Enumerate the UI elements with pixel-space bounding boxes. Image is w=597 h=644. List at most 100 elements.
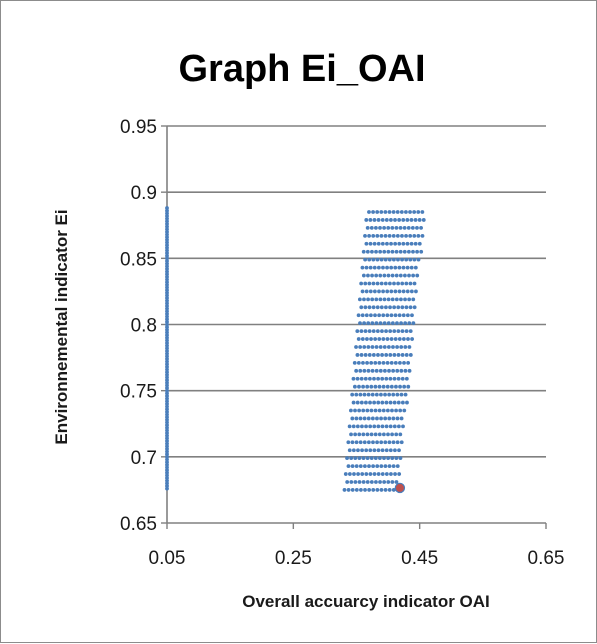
data-point (390, 480, 395, 484)
data-point (387, 210, 392, 214)
data-point (165, 327, 169, 332)
data-point (394, 384, 398, 389)
data-point (380, 353, 384, 357)
data-point (385, 384, 390, 389)
data-point (415, 273, 420, 278)
data-point (356, 360, 361, 365)
data-point (406, 226, 411, 230)
data-point (369, 226, 374, 230)
data-point (372, 265, 377, 270)
data-point (389, 337, 394, 341)
data-point (363, 464, 367, 468)
data-point (409, 218, 414, 222)
data-point (165, 372, 169, 377)
data-point (363, 257, 368, 262)
data-point (165, 232, 169, 237)
data-point (397, 337, 402, 341)
data-point (377, 337, 382, 341)
data-point (165, 375, 169, 380)
data-point (343, 472, 348, 476)
data-point (165, 409, 169, 414)
data-point (375, 233, 380, 238)
data-point (420, 233, 425, 238)
data-point (406, 360, 411, 365)
data-point (419, 249, 424, 254)
data-point (165, 264, 169, 269)
data-point (165, 235, 169, 240)
data-point (398, 384, 402, 389)
data-point (383, 233, 388, 238)
data-point (378, 297, 383, 302)
data-point (379, 305, 384, 310)
data-point (358, 321, 362, 326)
data-point (411, 321, 416, 326)
data-point (403, 273, 407, 278)
data-point (165, 402, 169, 406)
data-point (364, 424, 368, 429)
data-point (401, 313, 406, 318)
data-point (382, 321, 387, 326)
data-point (165, 439, 169, 443)
data-point (377, 289, 381, 294)
data-point (372, 289, 377, 294)
data-point (381, 265, 385, 270)
data-point (165, 415, 169, 420)
data-point (381, 337, 386, 341)
data-point (165, 386, 169, 390)
data-point (407, 368, 412, 373)
data-point (399, 210, 404, 214)
data-point (381, 384, 386, 389)
data-point (395, 464, 400, 468)
data-point (390, 432, 394, 437)
x-tick-labels: 0.05 0.25 0.45 0.65 (149, 548, 565, 569)
data-point (357, 297, 362, 302)
data-point (370, 368, 375, 373)
data-point (355, 329, 360, 334)
data-point (353, 408, 357, 413)
data-points (165, 206, 426, 492)
data-point (369, 408, 374, 413)
data-point (406, 249, 411, 254)
data-point (391, 416, 396, 421)
y-axis-label: Environnemental indicator Ei (52, 209, 71, 444)
data-point (367, 233, 371, 238)
data-point (417, 241, 422, 246)
data-point (165, 367, 169, 372)
data-point (398, 273, 403, 278)
chart-title: Graph Ei_OAI (178, 48, 425, 90)
data-point (369, 456, 374, 461)
data-point (391, 368, 396, 373)
data-point (365, 432, 370, 437)
data-point (165, 484, 169, 488)
data-point (373, 360, 378, 365)
data-point (351, 448, 356, 453)
data-point (165, 473, 169, 478)
data-point (363, 353, 368, 357)
data-point (359, 400, 364, 405)
data-point (390, 249, 395, 254)
data-point (368, 289, 373, 294)
data-point (165, 267, 169, 271)
data-point (392, 305, 397, 310)
data-point (401, 241, 406, 246)
data-point (365, 226, 370, 230)
data-point (165, 306, 169, 311)
data-point (379, 416, 383, 421)
data-point (165, 378, 169, 382)
data-point (165, 253, 169, 258)
data-point (355, 353, 360, 357)
data-point (379, 233, 384, 238)
data-point (165, 296, 169, 300)
data-point (392, 353, 397, 357)
data-point (392, 329, 397, 334)
data-point (370, 321, 375, 326)
data-point (402, 249, 407, 254)
data-point (372, 400, 377, 405)
data-point (363, 305, 368, 310)
data-point (383, 257, 388, 262)
data-point (391, 257, 396, 262)
data-point (357, 456, 362, 461)
data-point (391, 392, 396, 397)
data-point (374, 249, 378, 254)
data-point (165, 322, 169, 327)
